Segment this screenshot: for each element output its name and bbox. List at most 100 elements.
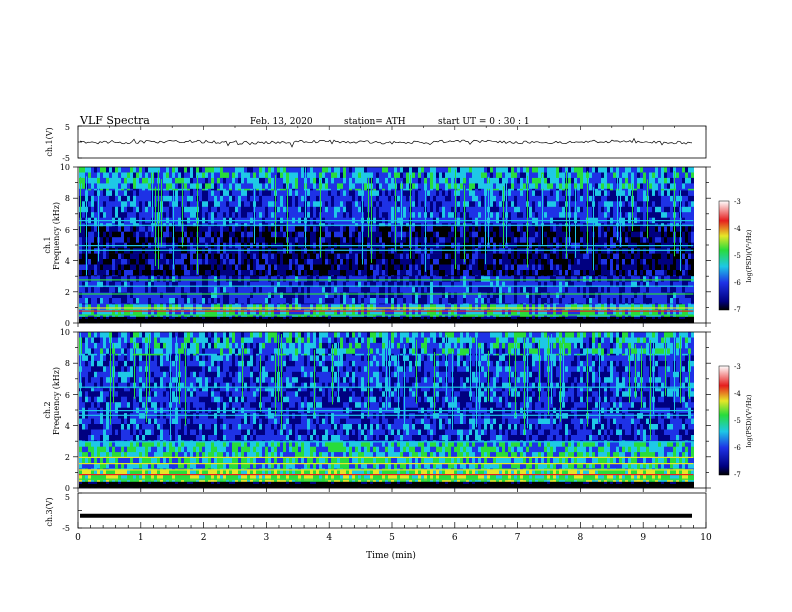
spectrogram-cell bbox=[337, 231, 340, 238]
spectrogram-cell bbox=[502, 309, 505, 316]
spectrogram-cell bbox=[427, 177, 430, 184]
spectrogram-cell bbox=[79, 298, 82, 304]
spectrogram-cell bbox=[421, 298, 424, 304]
spectrogram-cell bbox=[268, 276, 271, 282]
spectrogram-cell bbox=[235, 315, 238, 318]
spectrogram-cell bbox=[367, 292, 370, 299]
spectrogram-cell bbox=[280, 201, 283, 208]
spectrogram-cell bbox=[214, 172, 217, 179]
spectrogram-cell bbox=[352, 276, 355, 282]
spectrogram-cell bbox=[307, 304, 310, 311]
spectrogram-cell bbox=[508, 188, 511, 191]
spectrogram-cell bbox=[265, 195, 268, 202]
spectrogram-cell bbox=[142, 309, 145, 316]
spectrogram-cell bbox=[220, 190, 223, 197]
spectrogram-cell bbox=[163, 231, 166, 238]
spectrogram-cell bbox=[289, 195, 292, 202]
spectrogram-cell bbox=[334, 298, 337, 304]
spectrogram-cell bbox=[412, 167, 415, 173]
spectrogram-cell bbox=[412, 270, 415, 276]
spectrogram-cell bbox=[463, 177, 466, 184]
spectrogram-cell bbox=[148, 259, 151, 265]
spectrogram-cell bbox=[283, 212, 286, 218]
spectrogram-cell bbox=[346, 298, 349, 304]
spectrogram-cell bbox=[295, 253, 298, 260]
spectrogram-cell bbox=[106, 188, 109, 191]
spectrogram-cell bbox=[238, 231, 241, 238]
spectrogram-cell bbox=[241, 304, 244, 311]
spectrogram-cell bbox=[247, 248, 250, 254]
spectrogram-cell bbox=[334, 287, 337, 293]
spectrogram-cell bbox=[523, 303, 526, 305]
spectrogram-cell bbox=[343, 276, 346, 282]
spectrogram-cell bbox=[343, 226, 346, 233]
spectrogram-cell bbox=[205, 264, 208, 271]
spectrogram-cell bbox=[214, 248, 217, 254]
spectrogram-cell bbox=[292, 304, 295, 311]
spectrogram-cell bbox=[487, 309, 490, 316]
spectrogram-cell bbox=[361, 264, 364, 271]
spectrogram-cell bbox=[235, 281, 238, 288]
spectrogram-cell bbox=[262, 231, 265, 238]
spectrogram-cell bbox=[298, 231, 301, 238]
spectrogram-cell bbox=[262, 212, 265, 218]
spectrogram-cell bbox=[301, 231, 304, 238]
spectrogram-cell bbox=[478, 304, 481, 311]
spectrogram-cell bbox=[91, 231, 94, 238]
spectrogram-cell bbox=[145, 212, 148, 218]
spectrogram-cell bbox=[502, 167, 505, 173]
spectrogram-cell bbox=[262, 201, 265, 208]
spectrogram-cell bbox=[328, 270, 331, 276]
spectrogram-cell bbox=[253, 264, 256, 271]
spectrogram-cell bbox=[319, 270, 322, 276]
spectrogram-cell bbox=[280, 287, 283, 293]
spectrogram-cell bbox=[214, 190, 217, 197]
spectrogram-cell bbox=[142, 287, 145, 293]
spectrogram-cell bbox=[199, 304, 202, 311]
spectrogram-cell bbox=[349, 248, 352, 254]
spectrogram-cell bbox=[124, 237, 127, 243]
spectrogram-cell bbox=[439, 237, 442, 243]
spectrogram-cell bbox=[352, 287, 355, 293]
spectrogram-cell bbox=[193, 281, 196, 288]
spectrogram-cell bbox=[280, 281, 283, 288]
spectrogram-cell bbox=[247, 195, 250, 202]
spectrogram-cell bbox=[484, 304, 487, 311]
spectrogram-cell bbox=[313, 275, 316, 277]
spectrogram-cell bbox=[247, 177, 250, 184]
spectrogram-cell bbox=[127, 264, 130, 271]
spectrogram-cell bbox=[358, 287, 361, 293]
spectrogram-cell bbox=[412, 237, 415, 243]
spectrogram-cell bbox=[472, 237, 475, 243]
spectrogram-cell bbox=[121, 183, 124, 190]
spectrogram-cell bbox=[112, 206, 115, 213]
spectrogram-cell bbox=[247, 190, 250, 197]
spectrogram-cell bbox=[430, 303, 433, 305]
spectrogram-cell bbox=[124, 270, 127, 276]
spectrogram-cell bbox=[115, 237, 118, 243]
spectrogram-cell bbox=[379, 309, 382, 316]
spectrogram-cell bbox=[442, 276, 445, 282]
spectrogram-cell bbox=[256, 275, 259, 277]
spectrogram-cell bbox=[340, 259, 343, 265]
spectrogram-cell bbox=[352, 172, 355, 179]
spectrogram-cell bbox=[370, 270, 373, 276]
spectrogram-cell bbox=[340, 309, 343, 316]
spectrogram-cell bbox=[352, 226, 355, 233]
spectrogram-cell bbox=[253, 298, 256, 304]
spectrogram-cell bbox=[379, 172, 382, 179]
spectrogram-cell bbox=[424, 287, 427, 293]
spectrogram-cell bbox=[373, 201, 376, 208]
spectrogram-cell bbox=[460, 172, 463, 179]
spectrogram-cell bbox=[199, 292, 202, 299]
spectrogram-cell bbox=[514, 167, 517, 173]
spectrogram-cell bbox=[235, 212, 238, 218]
spectrogram-cell bbox=[322, 195, 325, 202]
spectrogram-cell bbox=[112, 231, 115, 238]
spectrogram-cell bbox=[229, 292, 232, 299]
spectrogram-cell bbox=[133, 190, 136, 197]
spectrogram-cell bbox=[442, 315, 445, 318]
spectrogram-cell bbox=[223, 231, 226, 238]
spectrogram-cell bbox=[154, 275, 157, 277]
spectrogram-cell bbox=[286, 264, 289, 271]
